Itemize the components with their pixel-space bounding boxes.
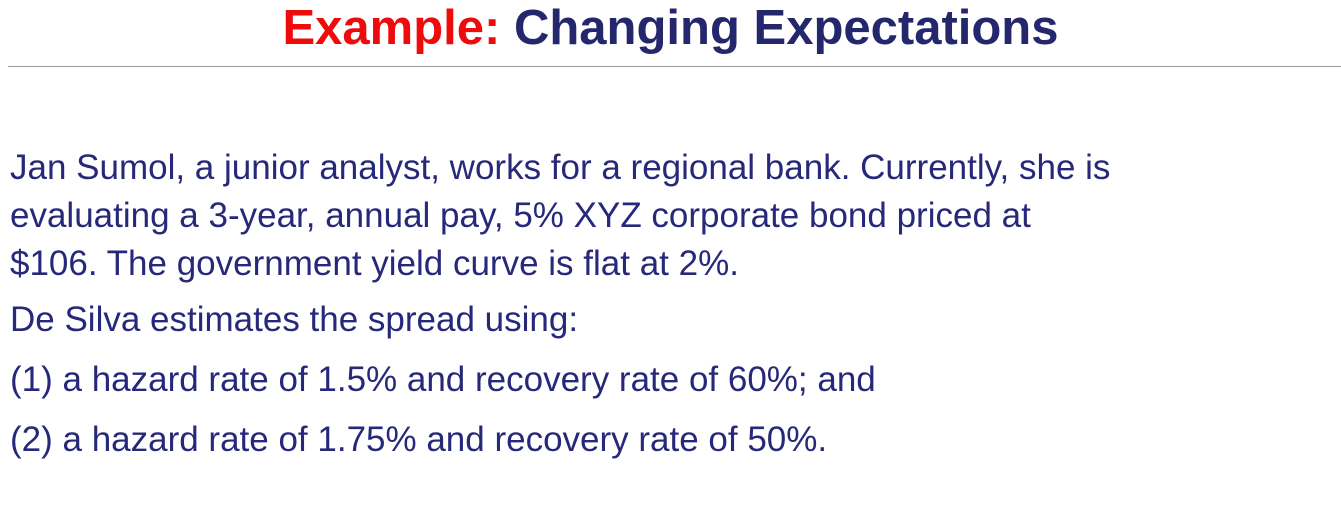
method-intro: De Silva estimates the spread using: bbox=[10, 300, 579, 339]
scenario-item-1: (1) a hazard rate of 1.5% and recovery r… bbox=[10, 360, 876, 399]
title-heading: Changing Expectations bbox=[513, 1, 1059, 55]
slide-title: Example: Changing Expectations bbox=[0, 0, 1341, 56]
title-divider bbox=[8, 66, 1341, 67]
scenario-item-2: (2) a hazard rate of 1.75% and recovery … bbox=[10, 420, 828, 459]
scenario-paragraph: Jan Sumol, a junior analyst, works for a… bbox=[10, 148, 1111, 283]
slide-body: Jan Sumol, a junior analyst, works for a… bbox=[10, 144, 1338, 462]
title-example-label: Example: bbox=[282, 1, 501, 55]
